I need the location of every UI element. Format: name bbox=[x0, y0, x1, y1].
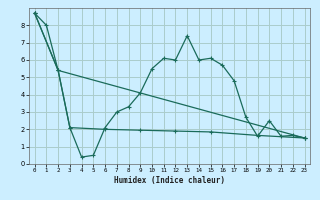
X-axis label: Humidex (Indice chaleur): Humidex (Indice chaleur) bbox=[114, 176, 225, 185]
